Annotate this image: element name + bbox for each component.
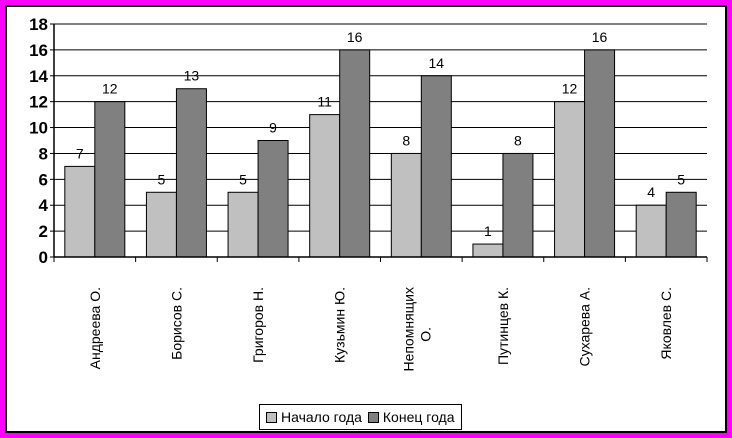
- bar-start: [309, 114, 341, 258]
- bar-start: [227, 191, 259, 258]
- data-label: 1: [484, 223, 492, 239]
- bar-end: [665, 191, 697, 258]
- legend-item-end: Конец года: [367, 409, 455, 425]
- legend-swatch-start: [266, 411, 277, 423]
- bar-end: [94, 101, 126, 258]
- category-label-line: Путинцев К.: [495, 287, 511, 365]
- bar-start: [554, 101, 586, 258]
- category-label: Кузьмин Ю.: [332, 287, 348, 363]
- category-label: Борисов С.: [168, 287, 184, 360]
- legend-label-end: Конец года: [382, 409, 455, 425]
- category-label: Сухарева А.: [577, 287, 593, 367]
- y-tick-label: 14: [29, 67, 48, 86]
- bar-start: [64, 165, 96, 258]
- category-label: Яковлев С.: [658, 287, 674, 360]
- data-label: 14: [429, 55, 445, 71]
- category-label-line: О.: [417, 327, 433, 342]
- bar-start: [145, 191, 177, 258]
- data-label: 8: [514, 132, 522, 148]
- data-label: 13: [184, 68, 200, 84]
- y-tick-label: 18: [29, 15, 48, 34]
- data-label: 4: [647, 184, 655, 200]
- category-label: Андреева О.: [87, 287, 103, 369]
- bar-start: [390, 152, 422, 258]
- bar-end: [584, 49, 616, 258]
- legend: Начало года Конец года: [259, 404, 462, 430]
- data-label: 12: [102, 81, 118, 97]
- y-tick-label: 4: [39, 196, 49, 215]
- y-tick-label: 0: [39, 248, 48, 267]
- y-tick-label: 12: [29, 93, 48, 112]
- data-label: 5: [158, 171, 166, 187]
- legend-item-start: Начало года: [266, 409, 362, 425]
- chart-frame: 0 2 4 6 8 10 12 14 16 18 7 12 Андреева О. 5 13 Борисов …: [5, 5, 727, 433]
- category-label-line: Григоров Н.: [250, 287, 266, 363]
- bar-end: [420, 75, 452, 258]
- y-tick-label: 6: [39, 170, 48, 189]
- y-tick-label: 16: [29, 41, 48, 60]
- y-tick-label: 8: [39, 144, 48, 163]
- data-label: 16: [592, 29, 608, 45]
- category-label-line: Сухарева А.: [577, 287, 593, 367]
- category-label-line: Яковлев С.: [658, 287, 674, 360]
- legend-swatch-end: [367, 411, 379, 423]
- category-label: Путинцев К.: [495, 287, 511, 365]
- bar-end: [175, 88, 207, 258]
- data-label: 7: [76, 145, 84, 161]
- data-label: 9: [269, 120, 277, 136]
- bar-end: [339, 49, 371, 258]
- data-label: 12: [562, 81, 578, 97]
- category-label: Григоров Н.: [250, 287, 266, 363]
- category-label: НепомнящихО.: [400, 287, 433, 372]
- category-label-line: Андреева О.: [87, 287, 103, 369]
- bar-start: [635, 204, 667, 258]
- category-label-line: Непомнящих: [400, 287, 416, 372]
- bar-end: [502, 152, 534, 258]
- y-tick-label: 2: [39, 222, 48, 241]
- legend-label-start: Начало года: [281, 409, 362, 425]
- bar-start: [472, 243, 504, 258]
- category-label-line: Борисов С.: [168, 287, 184, 360]
- data-label: 16: [347, 29, 363, 45]
- y-tick-label: 10: [29, 119, 48, 138]
- data-label: 5: [239, 171, 247, 187]
- data-label: 8: [402, 132, 410, 148]
- data-label: 11: [317, 94, 332, 110]
- category-label-line: Кузьмин Ю.: [332, 287, 348, 363]
- data-label: 5: [677, 171, 685, 187]
- bar-end: [257, 140, 289, 258]
